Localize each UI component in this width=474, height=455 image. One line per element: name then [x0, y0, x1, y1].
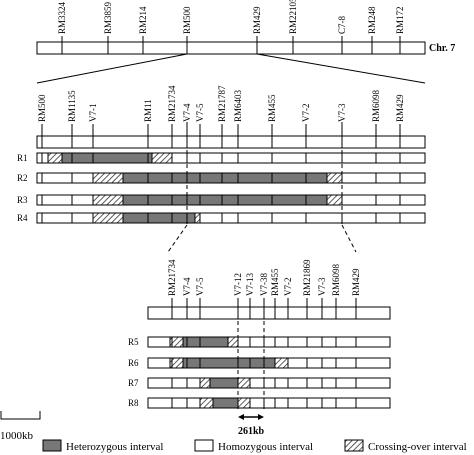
row-label: R3 [17, 195, 28, 205]
dashed-line [341, 224, 357, 253]
marker-label: V7-38 [259, 273, 269, 296]
legend-label: Homozygous interval [218, 441, 313, 453]
marker-label: RM248 [367, 6, 377, 34]
row-label: R2 [17, 173, 28, 183]
chromosome-label: Chr. 7 [429, 43, 455, 54]
marker-label: V7-1 [88, 104, 98, 123]
crossover-interval [199, 397, 214, 409]
heterozygous-interval [122, 194, 328, 206]
row-label: R6 [128, 358, 139, 368]
heterozygous-interval [182, 357, 276, 369]
marker-label: C7-8 [337, 16, 347, 35]
crossover-interval [92, 212, 124, 224]
marker-label: RM6098 [371, 89, 381, 122]
marker-label: RM21734 [167, 259, 177, 296]
crossover-interval [227, 336, 239, 348]
scale-bar [0, 411, 41, 420]
arrow-heads [238, 414, 264, 420]
scale-label: 1000kb [0, 430, 34, 442]
heterozygous-interval [122, 212, 196, 224]
row-bar [36, 152, 426, 164]
crossover-interval [237, 397, 251, 409]
crossover-interval [274, 357, 289, 369]
row-label: R8 [128, 398, 139, 408]
marker-label: RM6098 [331, 263, 341, 296]
heterozygous-interval [209, 377, 239, 389]
marker-label: V7-5 [195, 277, 205, 296]
marker-label: RM500 [182, 6, 192, 34]
row-label: R5 [128, 337, 139, 347]
chromosome-bar [36, 41, 426, 55]
legend-swatch [194, 439, 214, 452]
row-bar [147, 336, 391, 348]
row-bar [36, 212, 426, 224]
crossover-interval [326, 172, 343, 184]
crossover-interval [151, 152, 173, 164]
dashed-line [167, 224, 188, 253]
legend-swatch [344, 439, 364, 452]
marker-label: V7-4 [182, 103, 192, 122]
marker-label: RM6403 [233, 89, 243, 122]
marker-label: RM455 [270, 268, 280, 296]
marker-label: V7-5 [195, 103, 205, 122]
marker-label: RM1135 [67, 90, 77, 122]
heterozygous-interval [182, 336, 229, 348]
marker-label: RM21869 [302, 259, 312, 296]
zoom-line [36, 53, 188, 84]
crossover-interval [47, 152, 63, 164]
marker-label: RM22105 [288, 0, 298, 34]
crossover-interval [194, 212, 201, 224]
marker-label: RM429 [252, 6, 262, 34]
marker-label: V7-3 [337, 103, 347, 122]
marker-label: RM455 [267, 94, 277, 122]
legend-swatch [42, 439, 62, 452]
crossover-interval [237, 377, 251, 389]
chromosome-bar [36, 135, 426, 149]
legend-label: Heterozygous interval [66, 441, 163, 453]
row-label: R4 [17, 213, 28, 223]
heterozygous-interval [61, 152, 153, 164]
marker-label: RM500 [37, 94, 47, 122]
row-label: R1 [17, 153, 28, 163]
marker-label: RM172 [395, 6, 405, 34]
row-bar [147, 377, 391, 389]
heterozygous-interval [122, 172, 328, 184]
crossover-interval [326, 194, 343, 206]
row-label: R7 [128, 378, 139, 388]
marker-label: RM21787 [217, 85, 227, 122]
marker-label: RM429 [395, 94, 405, 122]
crossover-interval [92, 194, 124, 206]
marker-label: RM214 [138, 6, 148, 34]
diagram-body: 261kb 1000kb Heterozygous interval Homoz… [0, 43, 467, 453]
marker-label: V7-2 [283, 278, 293, 297]
interval-label: 261kb [238, 426, 265, 437]
crossover-interval [199, 377, 211, 389]
row-bar [147, 397, 391, 409]
zoom-line [256, 53, 426, 84]
legend-label: Crossing-over interval [368, 441, 467, 453]
chromosome-bar [147, 306, 391, 320]
marker-label: RM3859 [103, 1, 113, 34]
marker-label: V7-12 [233, 273, 243, 296]
marker-label: V7-4 [182, 277, 192, 296]
marker-label: RM21734 [167, 85, 177, 122]
marker-label: V7-2 [301, 104, 311, 123]
marker-label: V7-13 [245, 273, 255, 296]
marker-label: V7-3 [317, 277, 327, 296]
marker-label: RM3324 [57, 1, 67, 34]
marker-label: RM11 [143, 99, 153, 122]
marker-label: RM429 [351, 268, 361, 296]
heterozygous-interval [212, 397, 239, 409]
crossover-interval [92, 172, 124, 184]
